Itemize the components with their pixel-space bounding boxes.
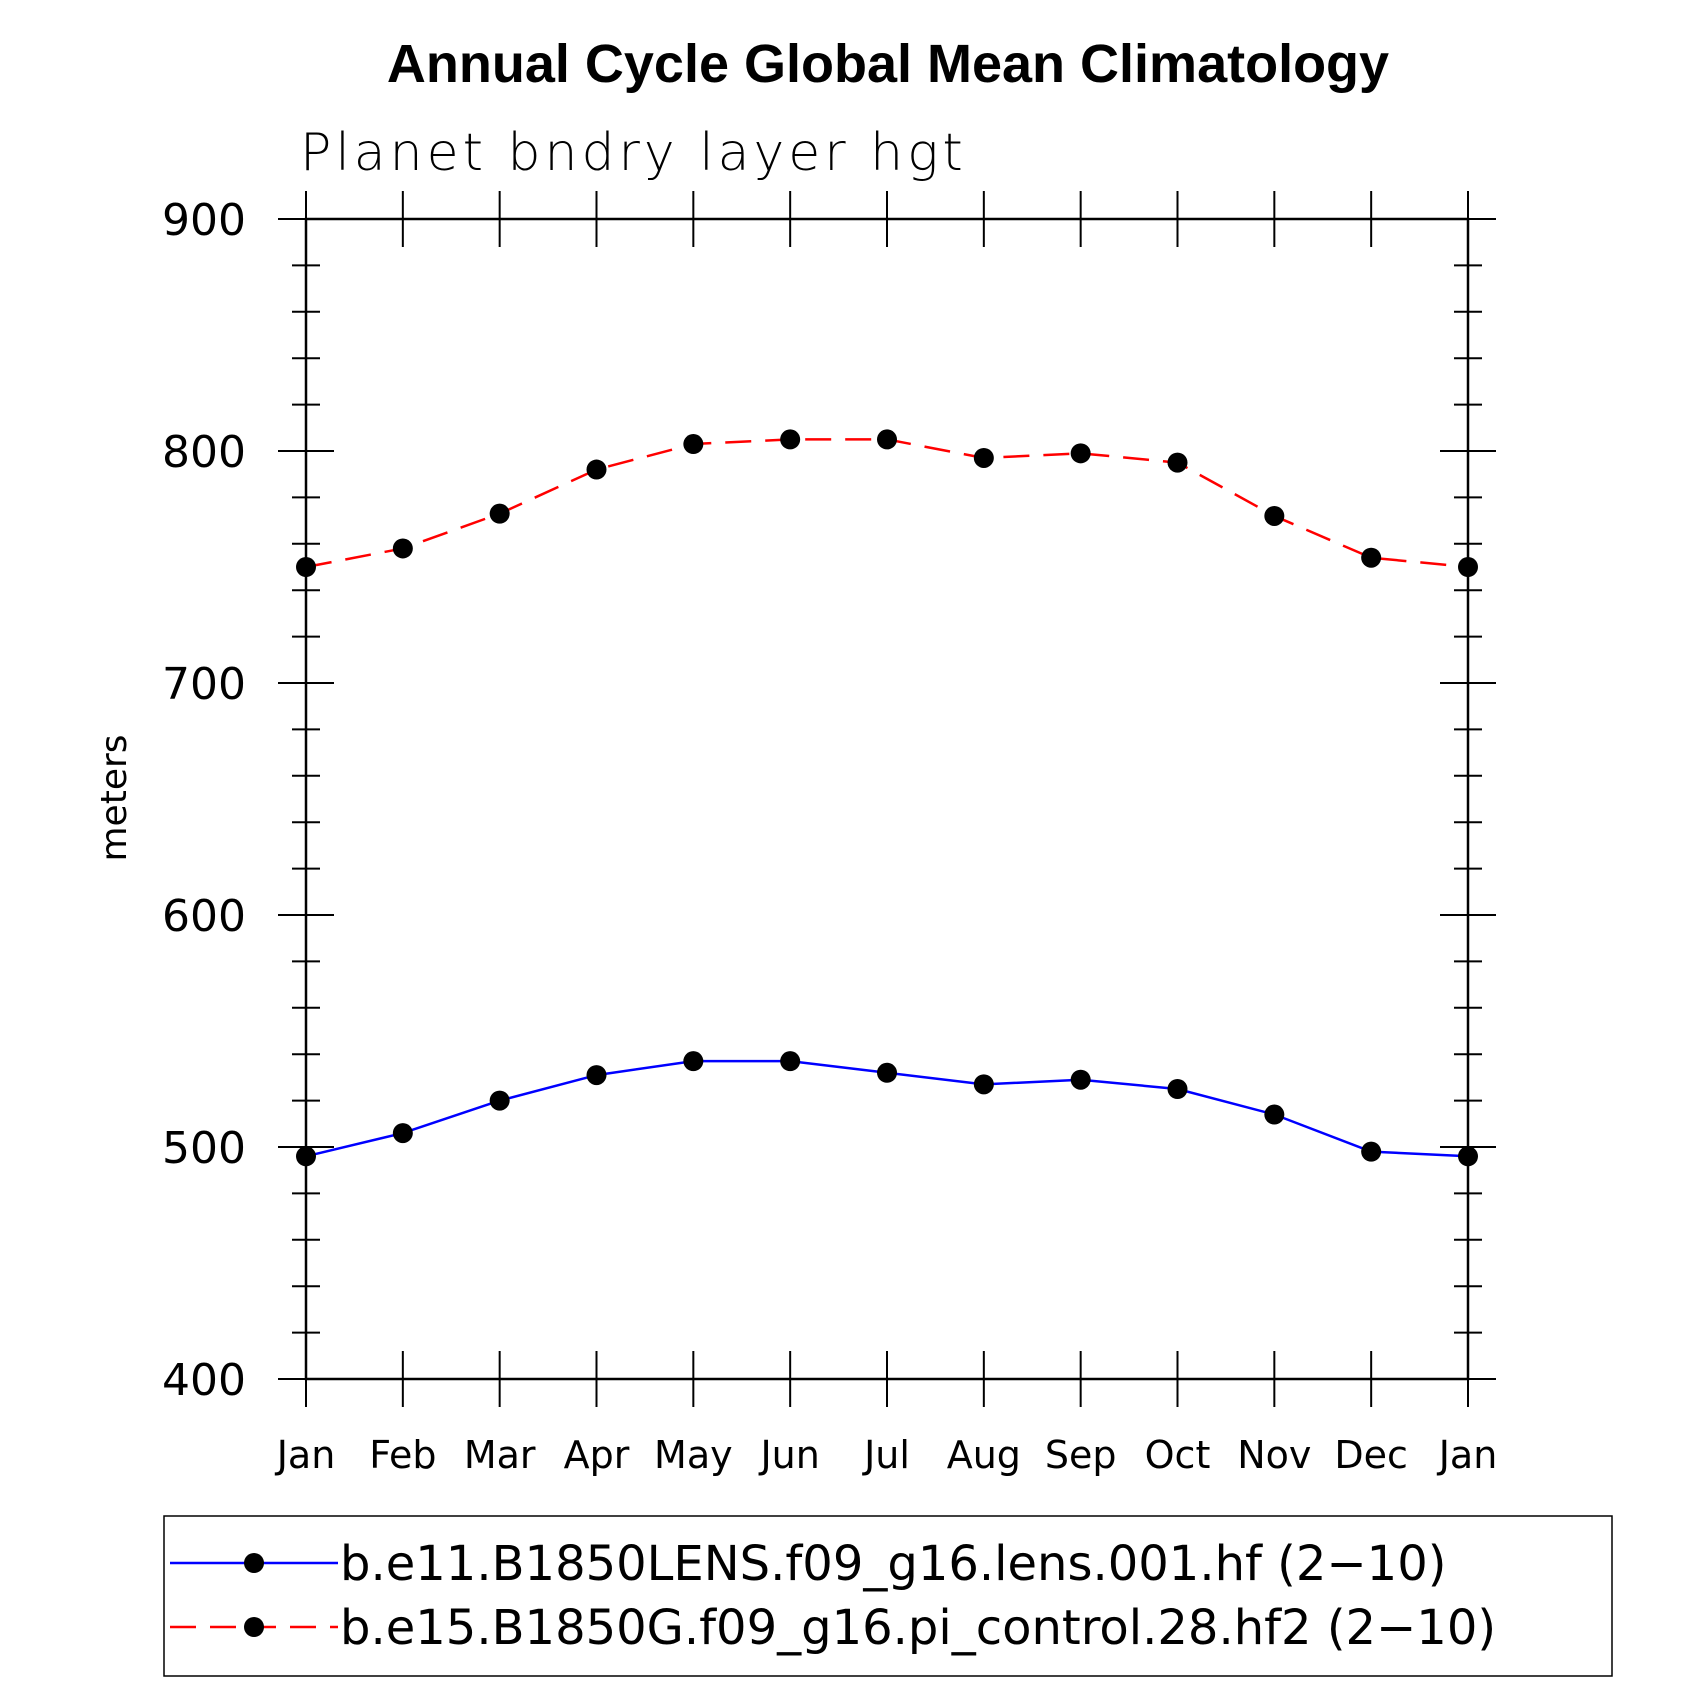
axis-labels: 400 500 600 700 800 900 Jan Feb Mar Apr May Jun Jul A…: [162, 195, 1497, 1477]
plot-frame: [304, 217, 1470, 1381]
y-tick-label: 500: [162, 1123, 246, 1174]
data-point: [586, 459, 607, 480]
series-line-2: [305, 438, 1469, 569]
data-point: [489, 503, 510, 524]
data-point: [1264, 1104, 1285, 1125]
x-tick-label: Apr: [564, 1433, 630, 1477]
x-tick-label: Jul: [862, 1433, 910, 1477]
legend-box: [163, 1515, 1613, 1677]
legend-marker-2: [244, 1617, 264, 1637]
chart-title: Annual Cycle Global Mean Climatology: [387, 34, 1389, 94]
x-tick-label: Mar: [464, 1433, 536, 1477]
y-axis-label: meters: [94, 734, 135, 861]
x-tick-label: Dec: [1334, 1433, 1408, 1477]
data-point: [780, 429, 801, 450]
y-tick-label: 600: [162, 891, 246, 942]
data-point: [973, 447, 994, 468]
x-tick-label: May: [654, 1433, 733, 1477]
x-tick-label: Jan: [1437, 1433, 1498, 1477]
data-point: [1361, 547, 1382, 568]
y-tick-label: 400: [162, 1355, 246, 1406]
data-point: [1264, 505, 1285, 526]
legend-label-2: b.e15.B1850G.f09_g16.pi_control.28.hf2 (…: [340, 1600, 1496, 1656]
x-tick-label: Nov: [1237, 1433, 1311, 1477]
y-tick-label: 700: [162, 659, 246, 710]
data-point: [392, 538, 413, 559]
data-point: [1167, 452, 1188, 473]
data-point: [1070, 1069, 1091, 1090]
data-point: [1167, 1079, 1188, 1099]
data-point: [392, 1123, 413, 1144]
legend-label-1: b.e11.B1850LENS.f09_g16.lens.001.hf (2−1…: [340, 1536, 1446, 1592]
data-point: [1361, 1141, 1382, 1162]
chart-subtitle: Planet bndry layer hgt: [300, 123, 967, 183]
y-tick-label: 900: [162, 195, 246, 246]
data-point: [683, 434, 704, 455]
x-tick-label: Jan: [275, 1433, 336, 1477]
data-point: [586, 1065, 607, 1086]
x-tick-label: Sep: [1045, 1433, 1117, 1477]
data-point: [877, 1062, 897, 1083]
x-tick-label: Feb: [369, 1433, 436, 1477]
data-point: [877, 429, 897, 450]
series-layer: [296, 429, 1478, 1167]
data-point: [683, 1051, 704, 1072]
data-point: [489, 1090, 510, 1111]
x-tick-label: Jun: [758, 1433, 819, 1477]
x-tick-label: Oct: [1145, 1433, 1211, 1477]
data-point: [780, 1051, 801, 1072]
x-tick-label: Aug: [947, 1433, 1021, 1477]
data-point: [1070, 443, 1091, 464]
legend-marker-1: [244, 1553, 264, 1573]
data-point: [973, 1074, 994, 1095]
axis-ticks: [278, 191, 1496, 1407]
y-tick-label: 800: [162, 427, 246, 478]
legend: b.e11.B1850LENS.f09_g16.lens.001.hf (2−1…: [170, 1536, 1496, 1656]
